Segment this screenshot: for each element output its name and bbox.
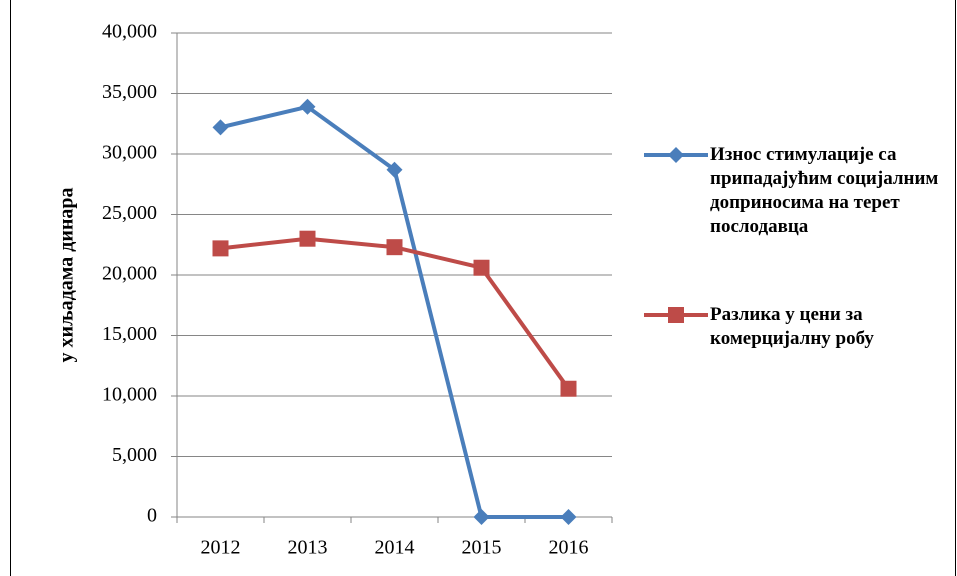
y-tick-label: 10,000 bbox=[102, 384, 157, 406]
marker bbox=[386, 239, 403, 256]
legend-label: Разлика у цени за комерцијалну робу bbox=[710, 304, 874, 349]
y-tick-label: 25,000 bbox=[102, 202, 157, 224]
marker bbox=[473, 509, 490, 525]
x-tick-label: 2013 bbox=[288, 537, 328, 559]
frame bbox=[10, 0, 956, 576]
y-tick-label: 20,000 bbox=[102, 263, 157, 285]
marker bbox=[386, 161, 403, 178]
legend-label: Износ стимулације са припадајућим соција… bbox=[710, 144, 939, 237]
y-tick-label: 40,000 bbox=[102, 21, 157, 43]
y-tick-label: 15,000 bbox=[102, 323, 157, 345]
marker bbox=[668, 147, 684, 163]
y-tick-label: 30,000 bbox=[102, 142, 157, 164]
y-tick-label: 35,000 bbox=[102, 81, 157, 103]
marker bbox=[212, 119, 229, 136]
marker bbox=[473, 259, 490, 276]
marker bbox=[299, 98, 316, 115]
x-tick-label: 2014 bbox=[375, 537, 415, 559]
marker bbox=[560, 380, 577, 397]
x-tick-label: 2015 bbox=[462, 537, 502, 559]
y-tick-label: 0 bbox=[147, 505, 157, 527]
x-tick-label: 2016 bbox=[549, 537, 589, 559]
marker bbox=[212, 240, 229, 257]
series-line bbox=[220, 236, 571, 390]
x-tick-label: 2012 bbox=[201, 537, 241, 559]
y-tick-label: 5,000 bbox=[112, 444, 157, 466]
y-axis-label: у хиљадама динара bbox=[56, 187, 78, 362]
marker bbox=[668, 307, 684, 323]
marker bbox=[299, 230, 316, 247]
marker bbox=[560, 509, 577, 525]
